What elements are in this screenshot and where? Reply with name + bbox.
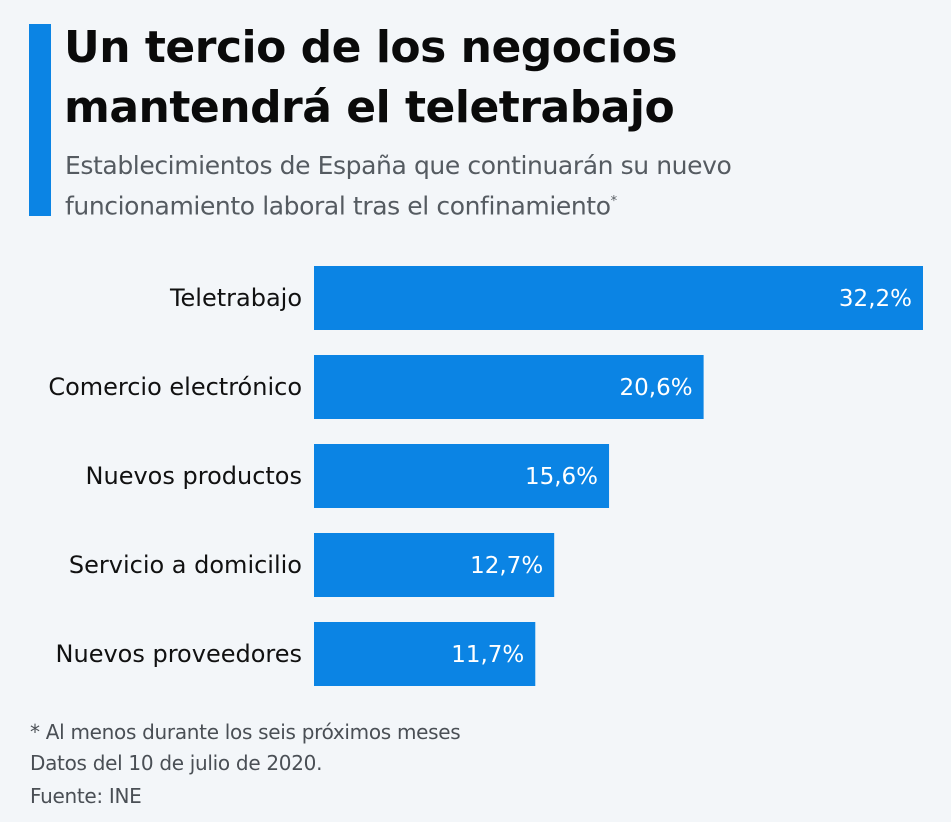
bar-3 [314, 533, 555, 597]
chart-subtitle: Establecimientos de España que continuar… [65, 151, 732, 221]
chart-title: Un tercio de los negocios mantendrá el te… [64, 22, 678, 133]
bar-2 [314, 444, 610, 508]
bar-0 [314, 266, 923, 330]
data-label: 11,7% [451, 642, 524, 668]
data-date: Datos del 10 de julio de 2020. [30, 751, 323, 775]
footnote: * Al menos durante los seis próximos mes… [30, 720, 461, 744]
data-label: 12,7% [470, 553, 543, 579]
data-label: 20,6% [620, 375, 693, 401]
category-label: Comercio electrónico [48, 373, 302, 401]
category-label: Servicio a domicilio [69, 551, 302, 579]
data-label: 15,6% [525, 464, 598, 490]
bar-4 [314, 622, 536, 686]
title-accent-bar [29, 24, 51, 216]
category-label: Nuevos productos [86, 462, 302, 490]
source: Fuente: INE [30, 784, 142, 808]
bar-1 [314, 355, 704, 419]
data-label: 32,2% [839, 286, 912, 312]
category-label: Teletrabajo [169, 284, 302, 312]
category-label: Nuevos proveedores [56, 640, 302, 668]
